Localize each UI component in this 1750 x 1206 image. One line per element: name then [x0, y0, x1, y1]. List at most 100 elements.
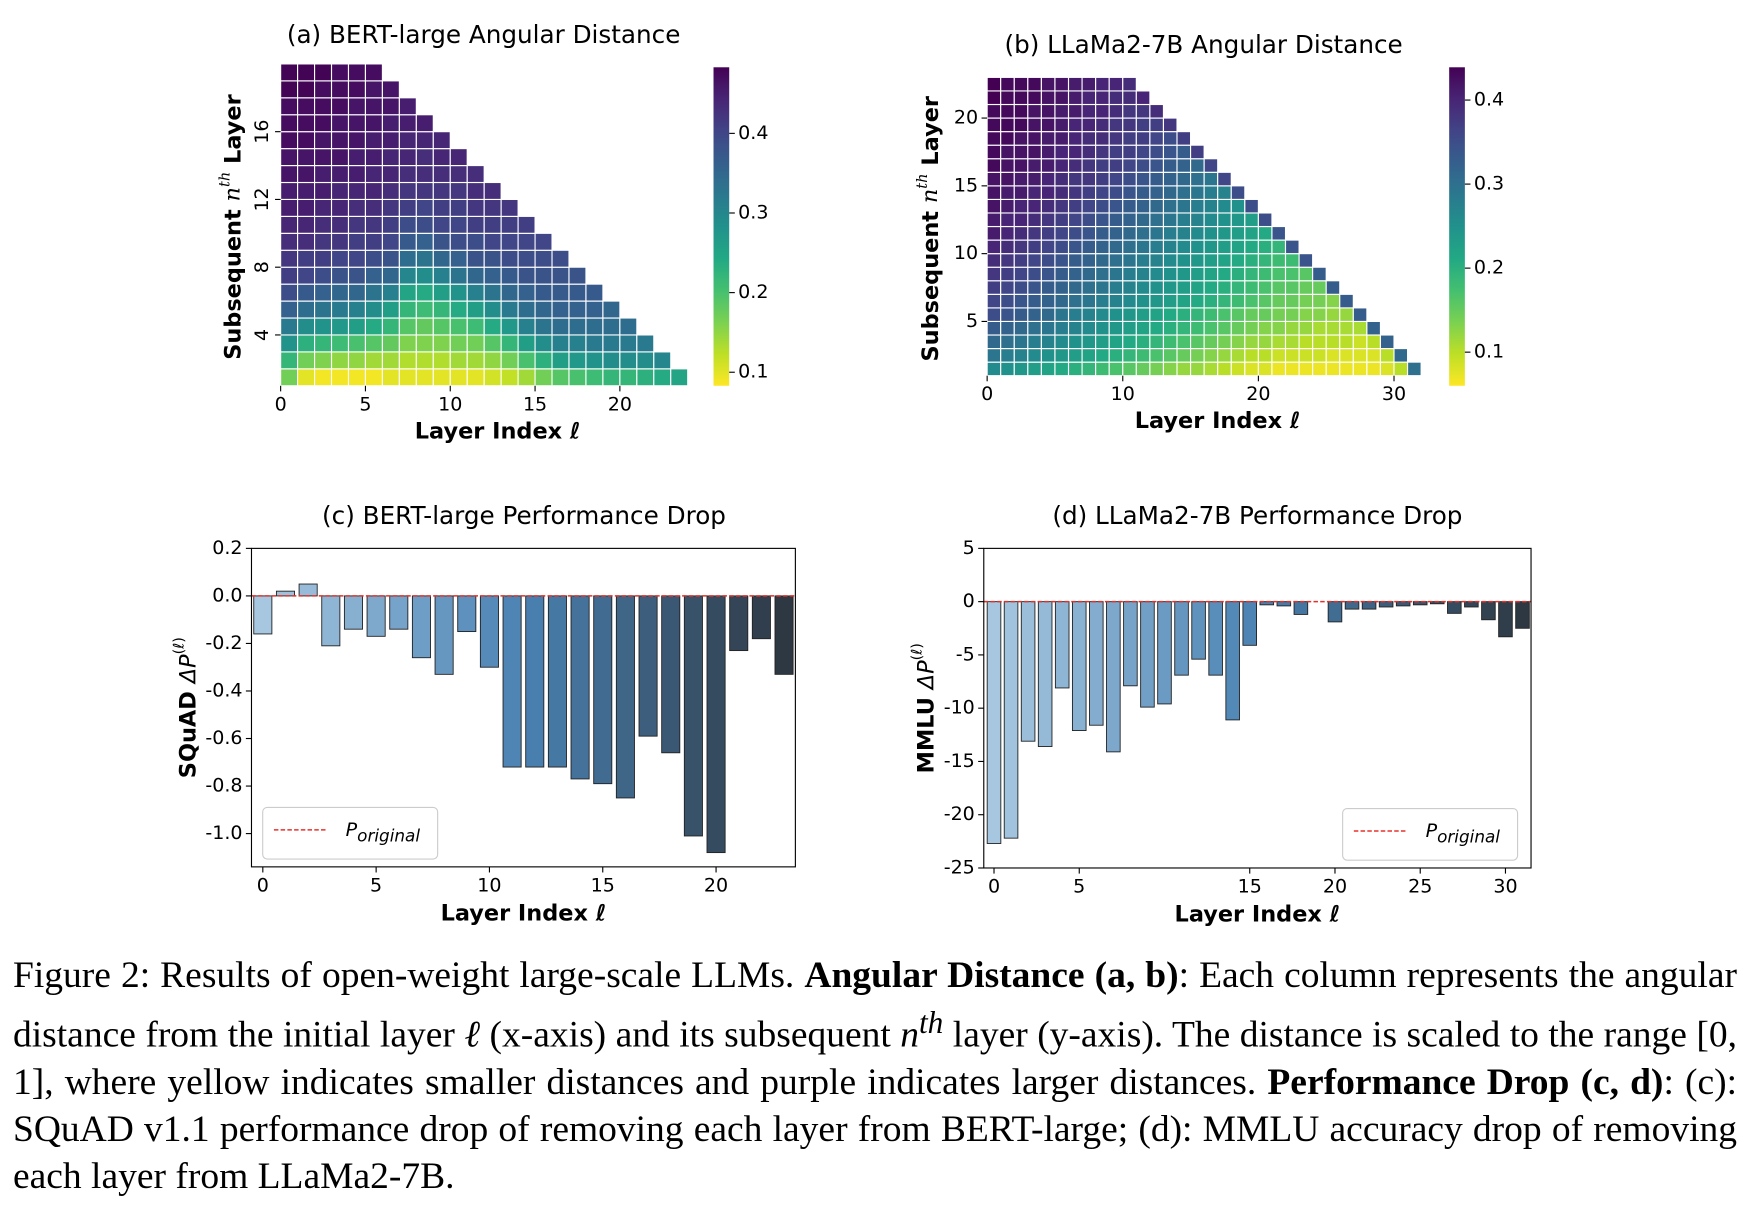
heatmap-cell — [398, 368, 417, 387]
heatmap-cell — [432, 300, 451, 319]
heatmap-cell — [986, 320, 1002, 336]
heatmap-cell — [1244, 347, 1259, 363]
heatmap-cell — [534, 300, 553, 319]
heatmap-cell — [466, 266, 485, 285]
heatmap-cell — [1312, 307, 1327, 323]
x-tick-label: 5 — [359, 393, 371, 415]
heatmap-cell — [1095, 76, 1110, 92]
heatmap-cell — [517, 283, 536, 302]
heatmap-cell — [1040, 171, 1056, 187]
bar — [638, 595, 658, 737]
heatmap-cell — [1407, 361, 1422, 377]
heatmap-cell — [500, 266, 519, 285]
bar — [343, 595, 363, 630]
heatmap-cell — [1298, 334, 1314, 350]
heatmap-cell — [297, 97, 316, 116]
y-tick-label: 20 — [954, 107, 978, 129]
heatmap-cell — [347, 266, 367, 285]
x-tick-label: 15 — [1238, 876, 1262, 898]
heatmap-cell — [1217, 293, 1232, 309]
heatmap-cell — [1244, 212, 1259, 228]
heatmap-cell — [551, 334, 570, 353]
colorbar-tick-label: 0.4 — [1474, 89, 1504, 111]
x-tick-label: 30 — [1382, 383, 1406, 405]
heatmap-cell — [1027, 334, 1042, 350]
heatmap-cell — [330, 249, 350, 268]
heatmap-cell — [1067, 266, 1083, 282]
heatmap-cell — [1013, 320, 1029, 336]
heatmap-cell — [280, 164, 299, 184]
heatmap-cell — [1162, 131, 1178, 146]
bar — [1174, 601, 1189, 676]
heatmap-cell — [1257, 293, 1273, 309]
y-tick-label: -5 — [956, 643, 975, 665]
heatmap-cell — [1162, 280, 1178, 295]
heatmap-cell — [1000, 90, 1015, 106]
heatmap-cell — [1095, 144, 1110, 160]
heatmap-cell — [1067, 198, 1083, 214]
heatmap-cell — [619, 334, 638, 353]
heatmap-cell — [297, 334, 316, 353]
heatmap-cell — [1000, 280, 1015, 295]
heatmap-cell — [1135, 293, 1151, 309]
heatmap-cell — [449, 148, 468, 167]
heatmap-cell — [398, 148, 417, 167]
heatmap-cell — [1176, 158, 1192, 173]
heatmap-cell — [1122, 212, 1137, 228]
bar — [1089, 601, 1104, 726]
heatmap-cell — [1013, 334, 1029, 350]
axes-frame — [250, 547, 796, 868]
y-tick-label: -10 — [944, 697, 975, 719]
heatmap-cell — [986, 280, 1002, 295]
heatmap-cell — [364, 215, 383, 234]
heatmap-cell — [1108, 131, 1124, 146]
heatmap-cell — [1162, 266, 1178, 282]
heatmap-cell — [1067, 117, 1083, 133]
heatmap-cell — [1230, 185, 1246, 200]
heatmap-cell — [330, 283, 350, 302]
heatmap-cell — [415, 215, 434, 234]
heatmap-cell — [1027, 307, 1042, 323]
heatmap-cell — [534, 368, 553, 387]
heatmap-cell — [466, 232, 485, 251]
heatmap-cell — [1271, 347, 1287, 363]
caption-bold: Performance Drop (c, d) — [1267, 1061, 1664, 1103]
heatmap-cell — [1108, 253, 1124, 268]
heatmap-cell — [381, 368, 400, 387]
heatmap-cell — [381, 80, 400, 99]
heatmap-cell — [1230, 320, 1246, 336]
heatmap-cell — [1312, 334, 1327, 350]
heatmap-cell — [415, 148, 434, 167]
heatmap-cell — [1122, 90, 1137, 106]
heatmap-cell — [1000, 225, 1015, 241]
heatmap-cell — [1257, 347, 1273, 363]
heatmap-cell — [466, 334, 485, 353]
heatmap-cell — [1054, 253, 1070, 268]
heatmap-cell — [1108, 90, 1124, 106]
heatmap-cell — [1325, 320, 1341, 336]
heatmap-cell — [1257, 225, 1273, 241]
caption-text: : Each column represents the angular dis… — [13, 955, 1737, 1056]
bar — [1106, 601, 1121, 753]
heatmap-cell — [449, 334, 468, 353]
heatmap-cell — [280, 351, 299, 370]
heatmap-cell — [415, 283, 434, 302]
heatmap-cell — [670, 368, 689, 387]
bar — [253, 595, 273, 635]
heatmap-cell — [1379, 334, 1395, 350]
heatmap-cell — [568, 351, 587, 370]
heatmap-cell — [297, 148, 316, 167]
figure: (a) BERT-large Angular Distance 0 5 10 15 20 4… — [171, 20, 1532, 928]
y-axis-label-part: MMLU — [913, 697, 939, 773]
heatmap-cell — [1122, 266, 1137, 282]
bar — [1242, 601, 1258, 646]
y-tick-label: -0.6 — [205, 727, 242, 749]
heatmap-cell — [1393, 347, 1409, 363]
heatmap-cell — [1054, 225, 1070, 241]
heatmap-cell — [1000, 212, 1015, 228]
heatmap-cell — [466, 300, 485, 319]
heatmap-cell — [1203, 198, 1219, 214]
heatmap-cell — [347, 283, 367, 302]
heatmap-cell — [1122, 144, 1137, 160]
heatmap-cell — [483, 334, 502, 353]
